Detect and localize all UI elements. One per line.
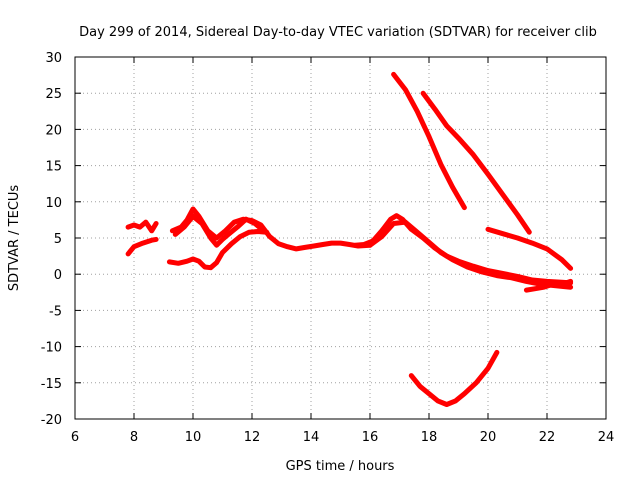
x-tick-label: 22 bbox=[539, 430, 556, 445]
series-line-arc-7 bbox=[367, 219, 574, 290]
series-line-arc-10 bbox=[420, 90, 532, 235]
x-tick-label: 18 bbox=[421, 430, 438, 445]
x-tick-label: 24 bbox=[598, 430, 615, 445]
x-tick-label: 16 bbox=[362, 430, 379, 445]
y-tick-label: 30 bbox=[45, 51, 62, 66]
series-line-arc-11 bbox=[485, 226, 574, 271]
series-line-arc-5 bbox=[166, 229, 270, 271]
y-tick-label: -20 bbox=[41, 413, 62, 428]
y-tick-label: 25 bbox=[45, 87, 62, 102]
y-tick-label: 0 bbox=[54, 268, 62, 283]
y-tick-label: -10 bbox=[41, 341, 62, 356]
x-axis-label: GPS time / hours bbox=[286, 459, 395, 474]
x-tick-label: 8 bbox=[130, 430, 138, 445]
series-line-arc-9 bbox=[391, 71, 467, 211]
x-tick-label: 14 bbox=[303, 430, 320, 445]
y-tick-label: 20 bbox=[45, 123, 62, 138]
series-line-arc-2 bbox=[125, 236, 159, 257]
series-group bbox=[125, 71, 574, 407]
x-tick-label: 20 bbox=[480, 430, 497, 445]
y-tick-label: 15 bbox=[45, 160, 62, 175]
series-line-arc-1 bbox=[125, 219, 159, 234]
series-line-arc-8 bbox=[523, 278, 574, 293]
chart-title: Day 299 of 2014, Sidereal Day-to-day VTE… bbox=[79, 25, 597, 40]
y-tick-label: 10 bbox=[45, 196, 62, 211]
x-tick-label: 10 bbox=[185, 430, 202, 445]
y-tick-label: -15 bbox=[41, 377, 62, 392]
series-line-arc-12 bbox=[408, 349, 500, 407]
series-line-arc-6 bbox=[352, 213, 574, 286]
ticks bbox=[74, 56, 607, 420]
tick-labels: 6 8 10 12 14 16 18 20 22 24 -20 -15 -10 -5 0 5 10 15 20 25 3… bbox=[41, 51, 615, 445]
x-tick-label: 6 bbox=[71, 430, 79, 445]
y-tick-label: 5 bbox=[54, 232, 62, 247]
series-line-arc-4 bbox=[172, 213, 267, 248]
series-line-arc-3 bbox=[169, 206, 373, 252]
grid bbox=[75, 57, 606, 419]
x-tick-label: 12 bbox=[244, 430, 261, 445]
y-axis-label: SDTVAR / TECUs bbox=[7, 185, 22, 292]
y-tick-label: -5 bbox=[49, 304, 62, 319]
